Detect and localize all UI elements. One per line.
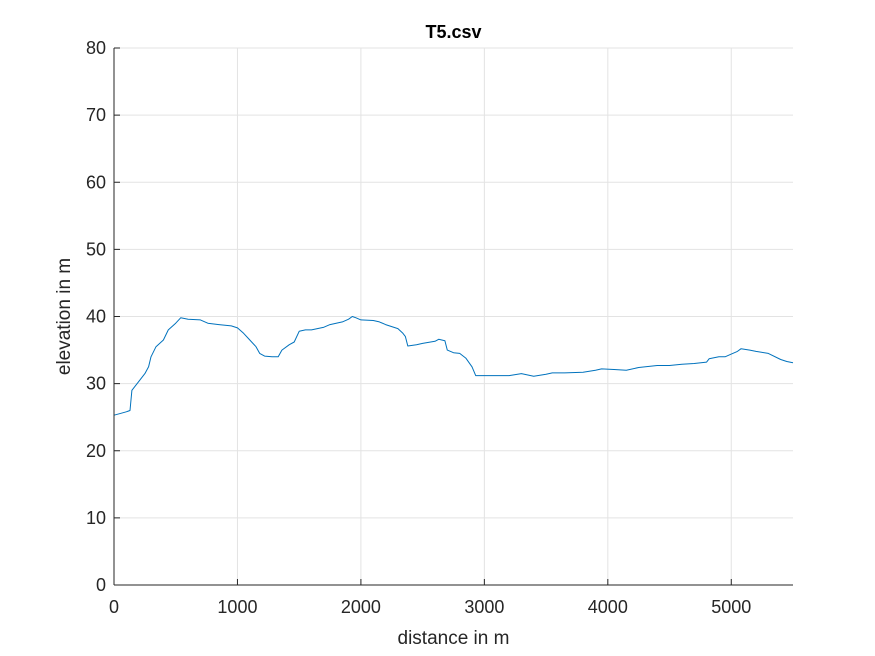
- y-tick-label: 70: [86, 105, 106, 125]
- x-tick-label: 0: [109, 597, 119, 617]
- chart-title: T5.csv: [425, 22, 481, 42]
- y-axis-label: elevation in m: [54, 258, 75, 375]
- x-tick-label: 5000: [711, 597, 751, 617]
- axes: [113, 47, 793, 586]
- x-tick-label: 3000: [464, 597, 504, 617]
- y-tick-label: 80: [86, 38, 106, 58]
- y-tick-label: 10: [86, 508, 106, 528]
- y-tick-label: 40: [86, 307, 106, 327]
- y-tick-label: 20: [86, 441, 106, 461]
- y-tick-label: 50: [86, 239, 106, 259]
- x-tick-label: 4000: [588, 597, 628, 617]
- y-tick-label: 60: [86, 172, 106, 192]
- y-tick-label: 0: [96, 575, 106, 595]
- y-tick-label: 30: [86, 374, 106, 394]
- series-layer: [113, 316, 794, 416]
- tick-labels: 0 1000 2000 3000 4000 5000 0 10 20 30 40 50 60 70 80: [86, 38, 751, 617]
- x-axis-label: distance in m: [398, 628, 510, 649]
- x-tick-label: 1000: [217, 597, 257, 617]
- x-tick-label: 2000: [341, 597, 381, 617]
- series-line: [113, 316, 794, 416]
